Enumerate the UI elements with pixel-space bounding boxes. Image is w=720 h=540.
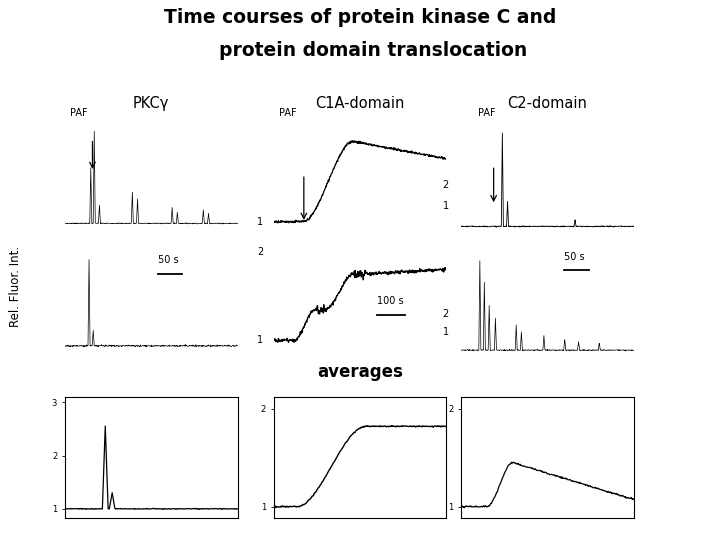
Text: 1: 1 xyxy=(257,217,264,227)
Text: 50 s: 50 s xyxy=(158,255,179,265)
Text: PAF: PAF xyxy=(478,107,495,118)
Text: Time courses of protein kinase C and: Time courses of protein kinase C and xyxy=(164,8,556,27)
Text: C1A-domain: C1A-domain xyxy=(315,96,405,111)
Text: 1: 1 xyxy=(257,335,264,346)
Text: PAF: PAF xyxy=(70,107,88,118)
Text: C2-domain: C2-domain xyxy=(508,96,587,111)
Text: PAF: PAF xyxy=(279,107,297,118)
Text: 1: 1 xyxy=(443,327,449,338)
Text: 2: 2 xyxy=(443,309,449,320)
Text: 100 s: 100 s xyxy=(377,296,404,306)
Text: protein domain translocation: protein domain translocation xyxy=(193,40,527,59)
Text: PKCγ: PKCγ xyxy=(133,96,169,111)
Text: 2: 2 xyxy=(443,180,449,190)
Text: 50 s: 50 s xyxy=(564,252,585,261)
Text: 1: 1 xyxy=(443,201,449,211)
Text: averages: averages xyxy=(317,363,403,381)
Text: Rel. Fluor. Int.: Rel. Fluor. Int. xyxy=(9,246,22,327)
Text: 2: 2 xyxy=(257,247,264,257)
